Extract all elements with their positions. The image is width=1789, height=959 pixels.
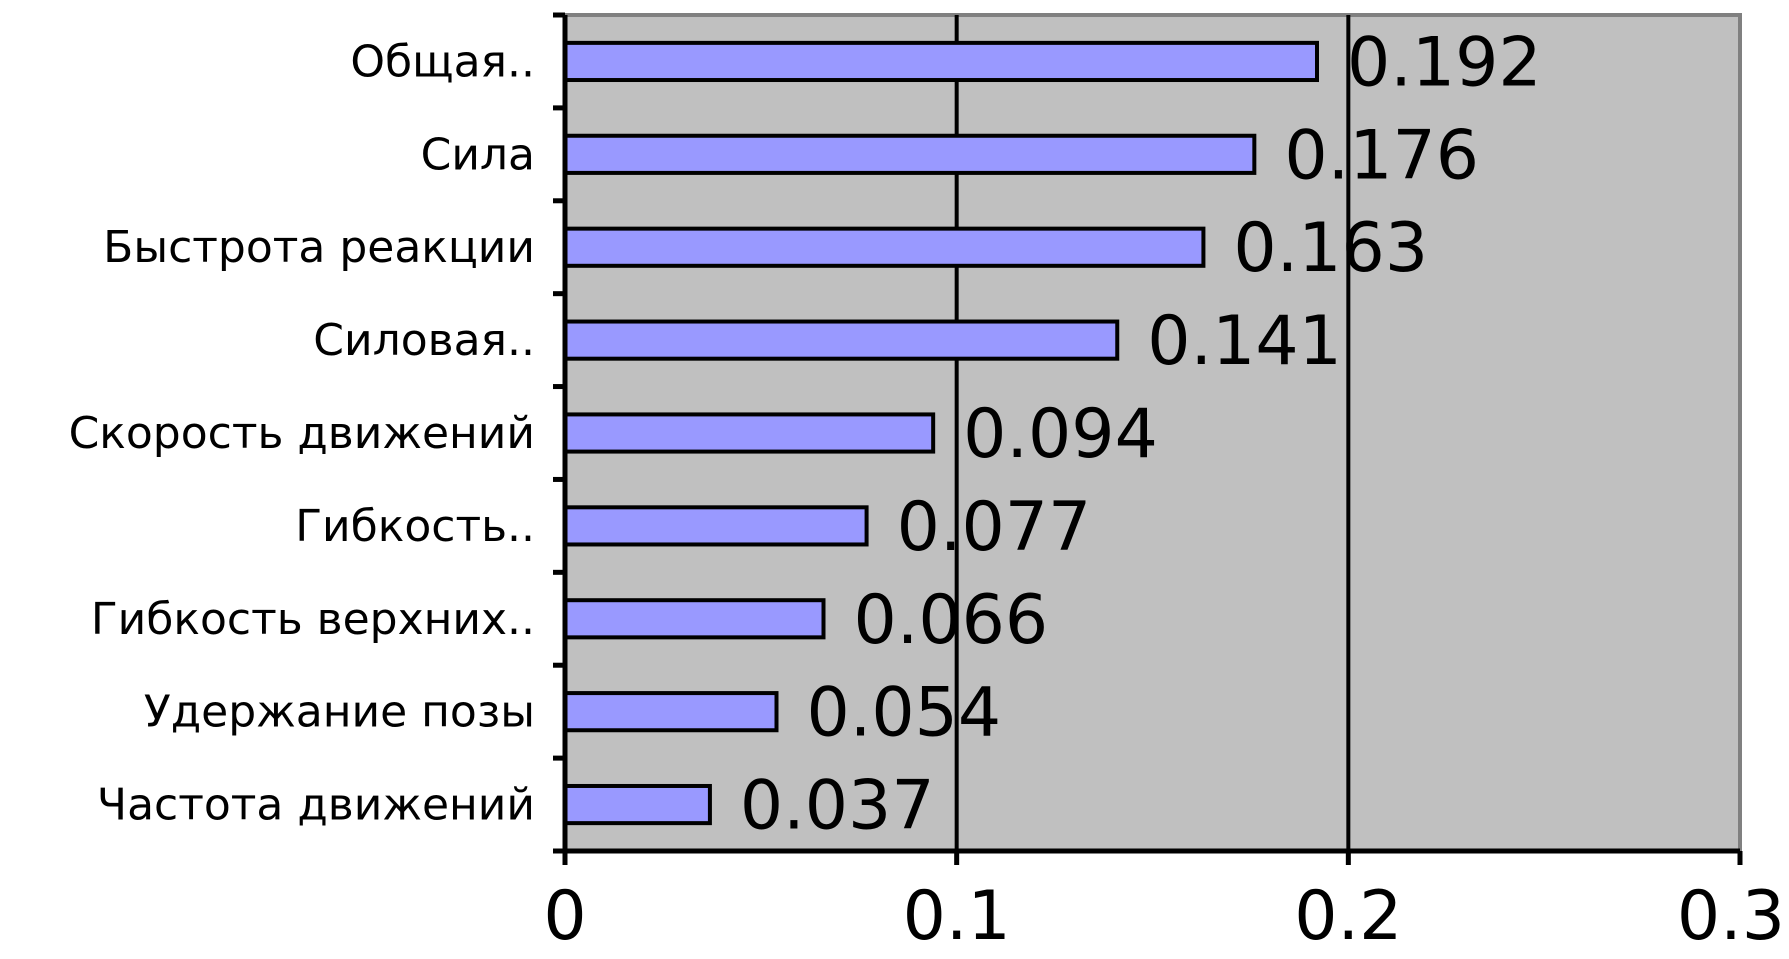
value-label: 0.141 (1147, 302, 1342, 381)
category-label: Общая.. (350, 36, 535, 87)
category-labels: Общая.. Сила Быстрота реакции Силовая.. Скор… (69, 36, 535, 830)
value-label: 0.077 (897, 488, 1092, 567)
bar (563, 691, 779, 733)
value-labels: 0.192 0.176 0.163 0.141 0.094 0.077 0.066 0.054… (740, 23, 1542, 845)
bar (563, 783, 712, 826)
category-label: Сила (421, 129, 535, 180)
bar (563, 412, 936, 454)
bar (563, 40, 1319, 83)
x-tick-label: 0.2 (1294, 877, 1402, 956)
value-label: 0.066 (854, 581, 1049, 660)
category-label: Удержание позы (144, 687, 535, 738)
value-label: 0.163 (1233, 209, 1428, 288)
bar (563, 226, 1206, 268)
value-label: 0.037 (740, 767, 935, 846)
category-label: Силовая.. (313, 315, 535, 366)
x-tick-labels: 0 0.1 0.2 0.3 (543, 877, 1785, 956)
bar (563, 133, 1257, 175)
category-label: Частота движений (97, 780, 535, 831)
bar (563, 505, 869, 547)
category-label: Скорость движений (69, 408, 535, 459)
value-label: 0.054 (807, 674, 1002, 753)
bar (563, 598, 826, 640)
axis-ticks (553, 12, 1743, 865)
value-label: 0.176 (1284, 116, 1479, 195)
x-tick-label: 0 (543, 877, 586, 956)
x-tick-label: 0.1 (903, 877, 1011, 956)
category-label: Быстрота реакции (103, 222, 535, 273)
category-label: Гибкость.. (295, 501, 535, 552)
bars (563, 40, 1319, 826)
category-label: Гибкость верхних.. (91, 594, 535, 645)
value-label: 0.192 (1347, 23, 1542, 102)
x-tick-label: 0.3 (1677, 877, 1785, 956)
value-label: 0.094 (963, 395, 1158, 474)
bar (563, 319, 1120, 361)
